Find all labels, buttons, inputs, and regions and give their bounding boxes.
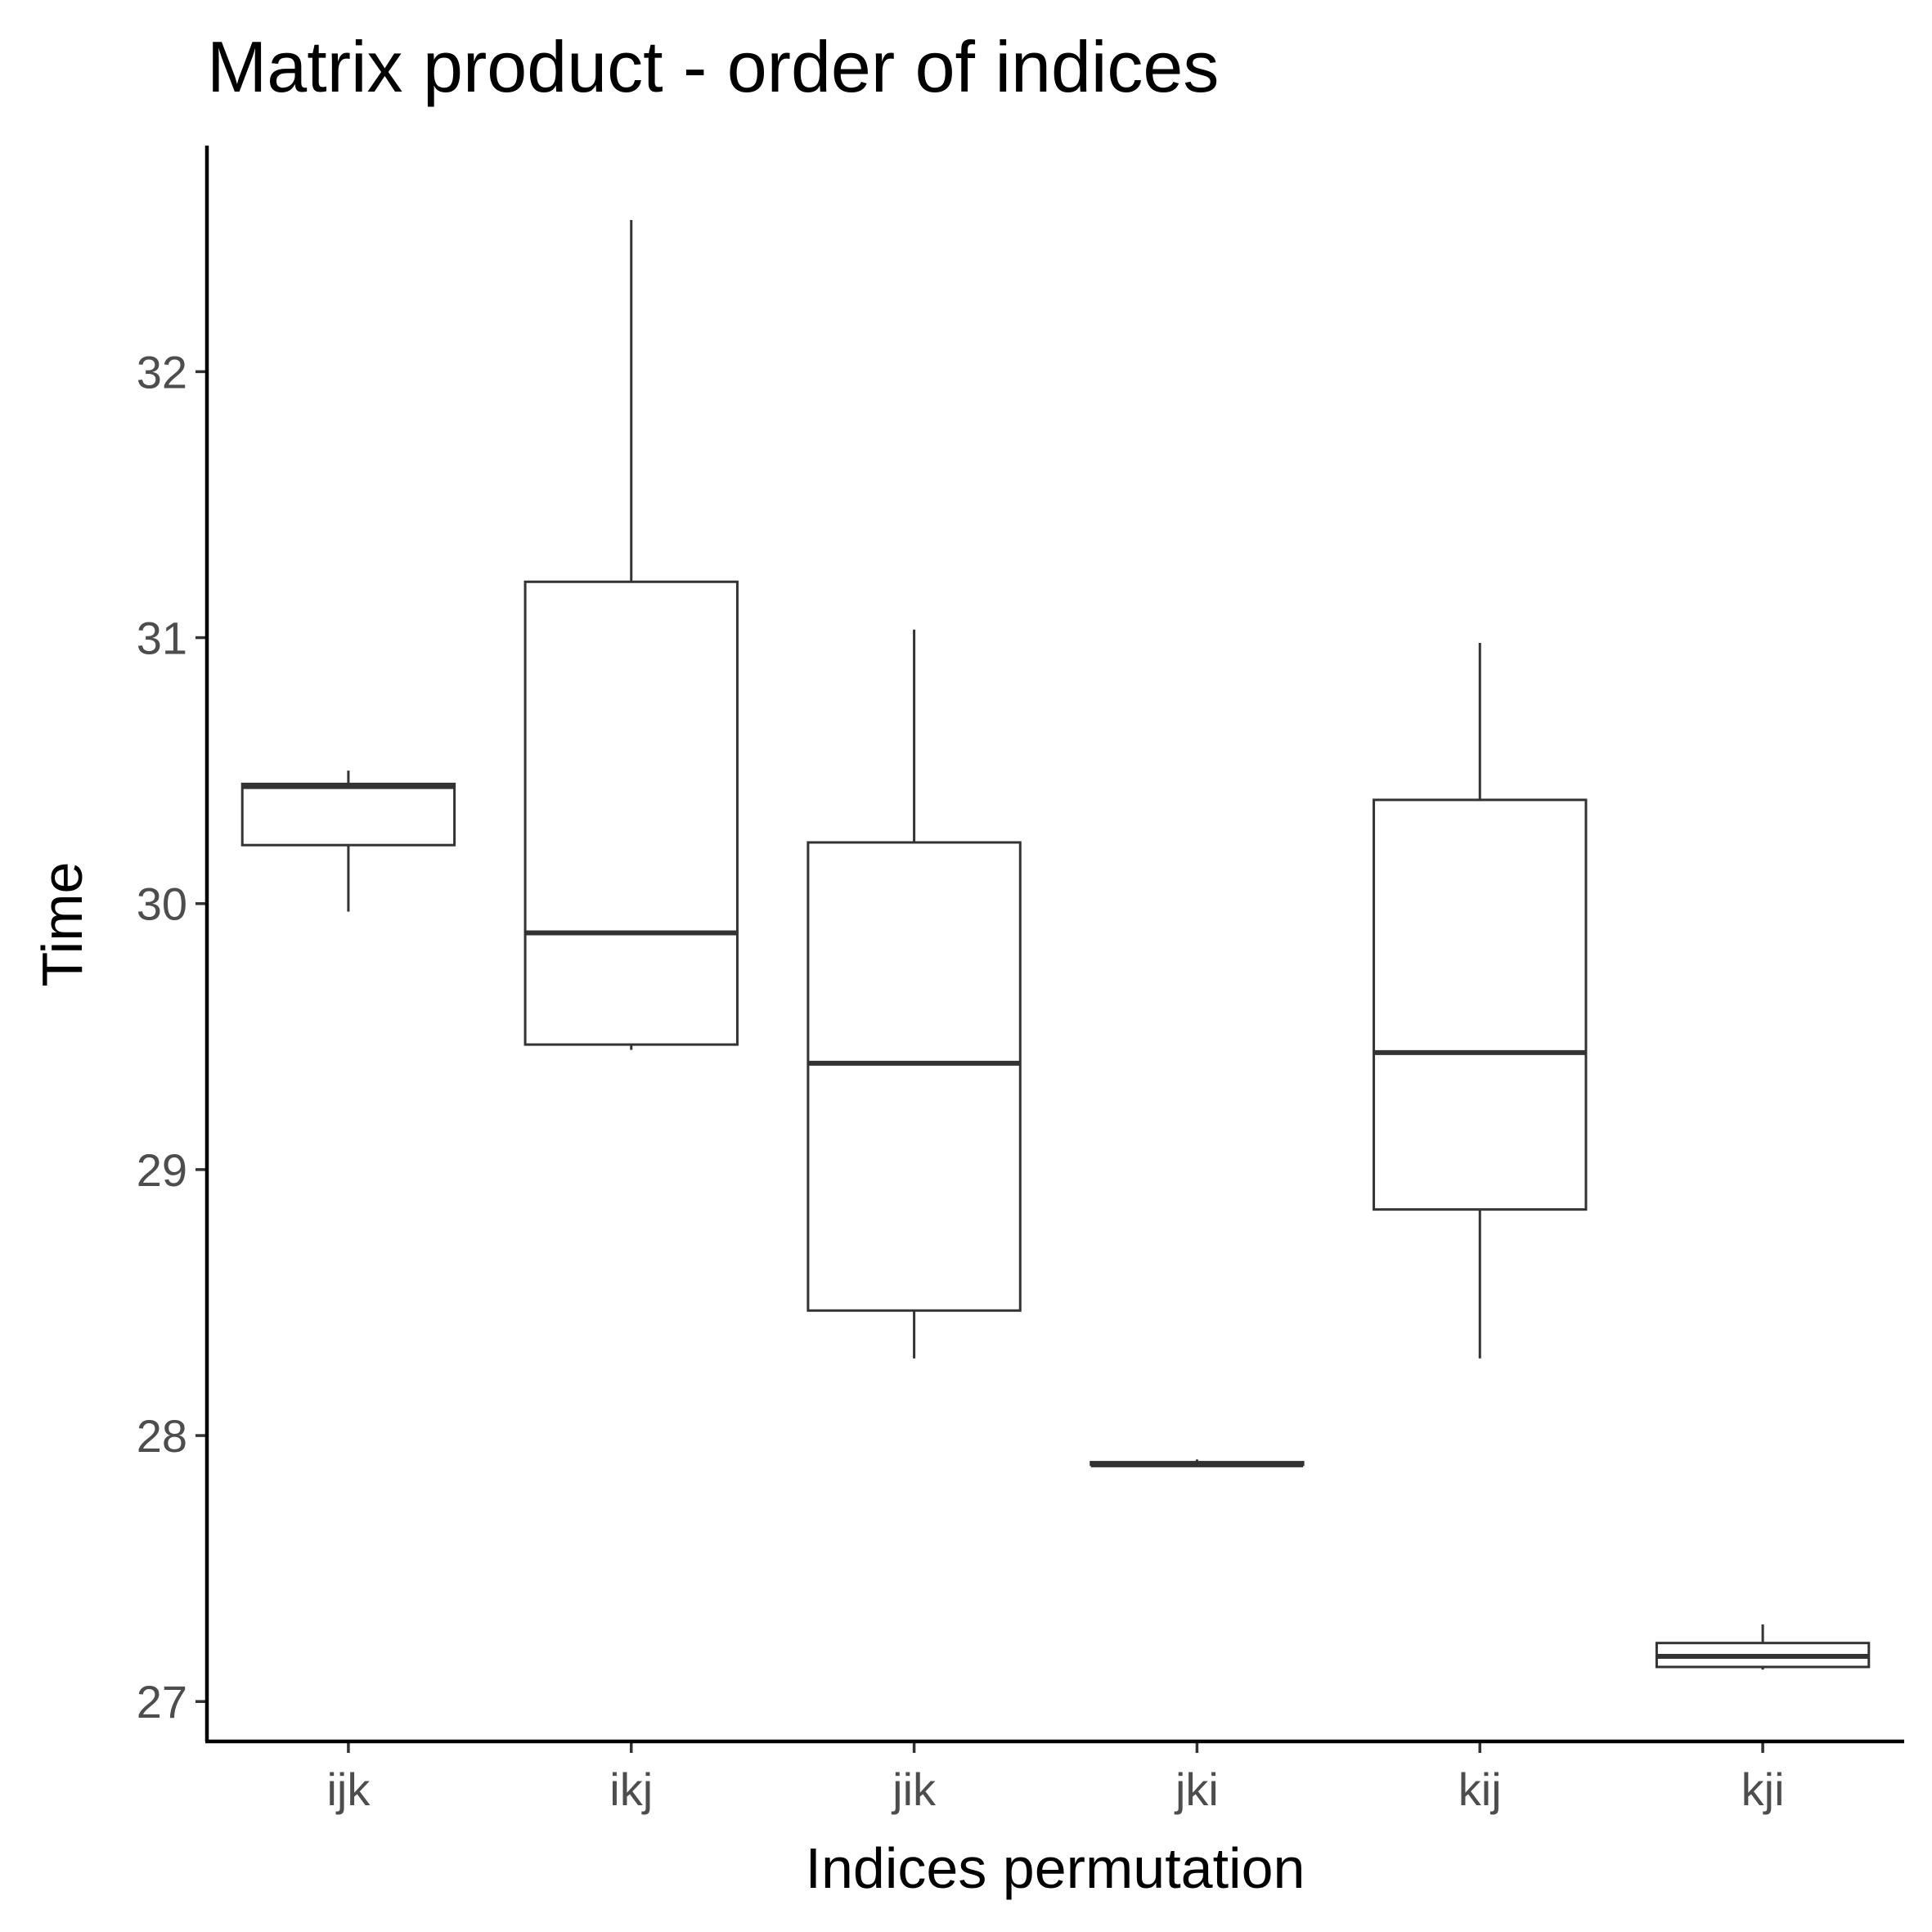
y-axis-ticks: 27 28 29 30 31 32 bbox=[137, 346, 207, 1728]
x-tick-label: ijk bbox=[326, 1764, 371, 1815]
y-tick-label: 29 bbox=[137, 1144, 187, 1196]
box-iqr bbox=[523, 580, 739, 1046]
x-axis-ticks: ijk ikj jik jki kij kji bbox=[326, 1741, 1785, 1815]
y-tick-label: 31 bbox=[137, 613, 187, 664]
box-kij bbox=[1373, 643, 1588, 1359]
y-tick-label: 27 bbox=[137, 1676, 187, 1728]
chart-title: Matrix product - order of indices bbox=[207, 26, 1219, 107]
box-jik bbox=[806, 629, 1022, 1359]
box-iqr bbox=[806, 841, 1022, 1312]
box-ijk bbox=[240, 771, 456, 912]
box-iqr bbox=[1373, 798, 1588, 1211]
y-tick-label: 28 bbox=[137, 1410, 187, 1462]
x-tick-label: ikj bbox=[609, 1764, 653, 1815]
box-jki bbox=[1090, 1459, 1305, 1467]
x-tick-label: jik bbox=[891, 1764, 937, 1815]
x-tick-label: jki bbox=[1174, 1764, 1219, 1815]
y-axis-title: Time bbox=[30, 862, 94, 987]
y-tick-label: 32 bbox=[137, 346, 187, 398]
box-iqr bbox=[240, 782, 456, 847]
box-kji bbox=[1655, 1624, 1871, 1670]
box-ikj bbox=[523, 220, 739, 1050]
y-tick-label: 30 bbox=[137, 878, 187, 930]
boxes-layer bbox=[240, 220, 1871, 1670]
x-tick-label: kij bbox=[1458, 1764, 1502, 1815]
x-axis-title: Indices permutation bbox=[806, 1836, 1305, 1900]
x-tick-label: kji bbox=[1741, 1764, 1785, 1815]
